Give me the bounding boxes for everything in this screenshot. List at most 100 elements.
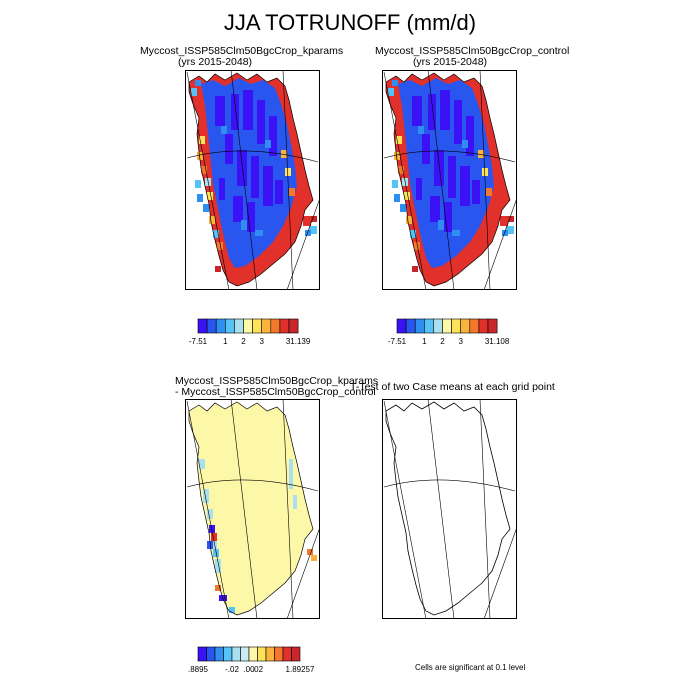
- runoff-cell: [452, 230, 460, 236]
- runoff-cell: [404, 192, 410, 200]
- map-kparams: [185, 70, 320, 290]
- colorbar-tick-label: 31.139: [285, 337, 311, 346]
- runoff-cell: [243, 90, 253, 130]
- panel-title-kparams: Myccost_ISSP585Clm50BgcCrop_kparams (yrs…: [140, 46, 343, 68]
- difference-cell: [215, 585, 221, 591]
- map-control: [382, 70, 517, 290]
- colorbar-tick-label: .00: [243, 665, 255, 674]
- runoff-cell: [430, 196, 440, 222]
- colorbar-swatch: [451, 318, 461, 334]
- runoff-cell: [508, 216, 514, 222]
- runoff-cell: [428, 94, 436, 130]
- runoff-cell: [195, 80, 201, 86]
- coastline: [385, 401, 511, 616]
- colorbar-swatch: [291, 646, 301, 662]
- colorbar-tick-label: 2: [241, 337, 246, 346]
- runoff-cell: [444, 202, 452, 232]
- map-panel-control: [382, 70, 517, 290]
- colorbar-tick-label: 1: [422, 337, 427, 346]
- panel-title-control: Myccost_ISSP585Clm50BgcCrop_control (yrs…: [375, 45, 570, 68]
- colorbar-tick-label: 1.89257: [285, 665, 315, 674]
- map-ttest: [382, 399, 517, 619]
- runoff-cell: [289, 188, 295, 196]
- runoff-cell: [440, 90, 450, 130]
- runoff-cell: [394, 194, 400, 202]
- runoff-cell: [448, 156, 456, 198]
- graticule-line: [427, 70, 455, 290]
- graticule-line: [186, 150, 319, 163]
- runoff-cell: [247, 202, 255, 232]
- runoff-cell: [396, 136, 402, 144]
- runoff-cell: [460, 166, 470, 206]
- runoff-cell: [233, 196, 243, 222]
- difference-cell: [209, 525, 215, 533]
- colorbar-kparams: -7.51 1 2 3 31.139: [189, 318, 310, 358]
- runoff-cell: [478, 150, 484, 158]
- colorbar-tick-label: 1: [223, 337, 228, 346]
- runoff-cell: [203, 204, 209, 212]
- difference-cell: [293, 495, 297, 509]
- runoff-cell: [392, 180, 398, 188]
- runoff-cell: [221, 126, 227, 134]
- runoff-cell: [303, 216, 311, 226]
- colorbar-swatch: [240, 646, 250, 662]
- runoff-cell: [215, 96, 225, 126]
- runoff-cell: [500, 216, 508, 226]
- colorbar-swatch: [248, 646, 258, 662]
- map-frame: [185, 70, 320, 290]
- runoff-cell: [265, 140, 271, 148]
- colorbar-tick-label: 31.108: [484, 337, 510, 346]
- runoff-cell: [486, 188, 492, 196]
- runoff-cell: [241, 220, 247, 230]
- map-panel-ttest: [382, 399, 517, 619]
- panel-title-control-line2: (yrs 2015-2048): [412, 56, 488, 68]
- colorbar-tick-label: .8895: [187, 665, 209, 674]
- runoff-cell: [305, 230, 311, 236]
- colorbar-swatch: [433, 318, 443, 334]
- colorbar-swatch: [234, 318, 244, 334]
- runoff-cell: [311, 216, 317, 222]
- colorbar-swatch: [469, 318, 480, 334]
- difference-cell: [211, 533, 217, 541]
- runoff-cell: [392, 80, 398, 86]
- colorbar-swatch: [423, 318, 434, 334]
- colorbar-swatch: [487, 318, 498, 334]
- runoff-cell: [462, 140, 468, 148]
- colorbar-kparams-swatches: [197, 318, 299, 334]
- runoff-cell: [217, 242, 223, 250]
- difference-cell: [307, 549, 313, 555]
- panel-title-kparams-line2: (yrs 2015-2048): [177, 56, 253, 68]
- runoff-cell: [418, 126, 424, 134]
- map-frame: [185, 399, 320, 619]
- runoff-cell: [225, 134, 233, 164]
- runoff-cell: [412, 96, 422, 126]
- runoff-cell: [263, 166, 273, 206]
- colorbar-swatch: [396, 318, 407, 334]
- map-frame: [382, 399, 517, 619]
- colorbar-control-swatches: [396, 318, 498, 334]
- difference-cell: [207, 509, 213, 519]
- panel-title-diff: Myccost_ISSP585Clm50BgcCrop_kparams - My…: [175, 376, 378, 398]
- difference-cell: [215, 559, 221, 573]
- graticule-line: [479, 399, 491, 619]
- graticule-line: [282, 399, 294, 619]
- runoff-cell: [257, 100, 265, 144]
- runoff-cell: [434, 150, 444, 186]
- runoff-cell: [394, 152, 400, 160]
- runoff-cell: [209, 216, 215, 224]
- runoff-cell: [285, 168, 291, 176]
- runoff-cell: [195, 180, 201, 188]
- colorbar-tick-label: -.02: [225, 665, 239, 674]
- graticule-line: [230, 70, 258, 290]
- graticule-line: [479, 70, 491, 290]
- colorbar-swatch: [223, 646, 233, 662]
- runoff-cell: [269, 116, 277, 156]
- difference-cell: [211, 539, 217, 549]
- panel-title-ttest-line1: T-Test of two Case means at each grid po…: [350, 381, 555, 393]
- runoff-cell: [197, 152, 203, 160]
- graticule-line: [483, 197, 517, 290]
- panel-title-control-line1: Myccost_ISSP585Clm50BgcCrop_control: [375, 45, 570, 57]
- runoff-cell: [502, 230, 508, 236]
- graticule-line: [286, 197, 320, 290]
- colorbar-swatch: [197, 318, 208, 334]
